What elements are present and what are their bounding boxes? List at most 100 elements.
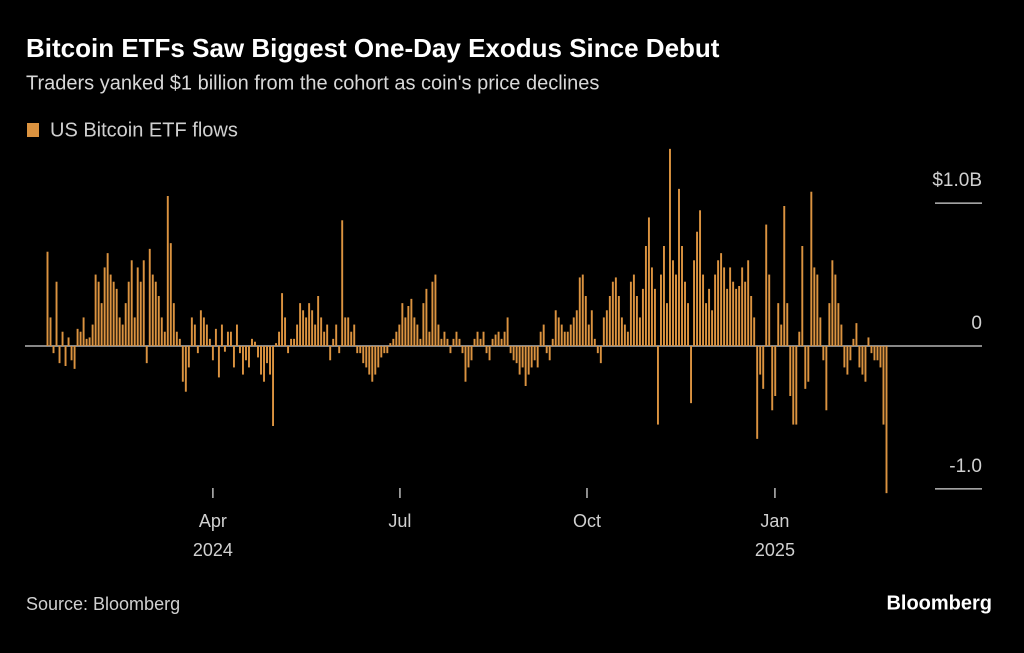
bar xyxy=(254,341,256,346)
bar xyxy=(413,317,416,346)
bar xyxy=(563,331,566,346)
bar xyxy=(278,331,281,346)
bar xyxy=(837,303,840,346)
x-tick-label: Oct xyxy=(573,511,601,531)
bar xyxy=(290,338,293,346)
bar xyxy=(503,331,506,346)
bar xyxy=(681,246,683,346)
bar xyxy=(750,296,753,346)
bar xyxy=(163,331,166,346)
bar xyxy=(584,296,587,346)
bar xyxy=(275,343,278,346)
bar xyxy=(356,346,359,354)
bar xyxy=(302,310,305,346)
bar xyxy=(410,298,413,346)
bar xyxy=(822,346,825,361)
bar xyxy=(560,324,563,346)
bar xyxy=(723,267,726,346)
bar xyxy=(518,346,521,375)
bar xyxy=(497,331,500,346)
bar xyxy=(458,338,461,346)
bar xyxy=(494,334,497,346)
bar xyxy=(61,331,64,346)
bar xyxy=(103,267,106,346)
bar xyxy=(813,267,816,346)
bar xyxy=(509,346,512,354)
bar xyxy=(299,303,302,346)
bar xyxy=(214,328,217,346)
bar xyxy=(732,281,735,346)
bar xyxy=(166,196,169,346)
bar xyxy=(533,346,536,361)
bar xyxy=(401,303,404,346)
bar xyxy=(876,346,879,361)
bar xyxy=(97,281,100,346)
bar xyxy=(121,324,124,346)
bar xyxy=(653,288,656,346)
bar xyxy=(124,303,127,346)
bar xyxy=(678,188,680,346)
bar xyxy=(819,317,822,346)
bar xyxy=(602,317,605,346)
bar xyxy=(347,317,350,346)
bar xyxy=(656,346,659,425)
bar xyxy=(425,288,428,346)
bar xyxy=(650,267,653,346)
bar xyxy=(885,346,888,494)
bar xyxy=(786,303,789,346)
bar xyxy=(783,206,786,346)
y-tick-label: $1.0B xyxy=(932,170,982,191)
bar xyxy=(211,346,214,361)
bar xyxy=(344,317,347,346)
bar xyxy=(774,346,777,396)
y-tick-label: 0 xyxy=(971,313,982,334)
bar xyxy=(554,310,557,346)
bar xyxy=(220,324,223,346)
bar xyxy=(816,274,819,346)
bar xyxy=(663,246,665,346)
bar xyxy=(76,328,79,346)
bar xyxy=(659,274,662,346)
bar xyxy=(404,317,407,346)
bar xyxy=(684,281,686,346)
bar xyxy=(251,338,253,346)
bar xyxy=(575,310,578,346)
bar xyxy=(235,324,238,346)
bar xyxy=(184,346,187,392)
x-tick-label: Jul xyxy=(388,511,411,531)
bar xyxy=(864,346,867,382)
bar xyxy=(284,317,287,346)
bar xyxy=(482,331,485,346)
bar xyxy=(160,317,163,346)
bar xyxy=(605,310,608,346)
bar xyxy=(217,346,220,378)
bar xyxy=(849,346,852,361)
bar xyxy=(870,346,873,354)
bar xyxy=(272,346,275,426)
bar xyxy=(109,274,112,346)
bar xyxy=(693,260,696,346)
bar xyxy=(476,331,479,346)
bar xyxy=(181,346,184,382)
bar xyxy=(753,317,756,346)
legend-swatch xyxy=(27,123,39,137)
chart-subtitle: Traders yanked $1 billion from the cohor… xyxy=(26,72,599,94)
bar xyxy=(620,317,623,346)
bar xyxy=(446,338,449,346)
bar xyxy=(377,346,380,368)
bar xyxy=(470,346,473,361)
bar xyxy=(452,338,455,346)
bar xyxy=(422,303,425,346)
bar xyxy=(557,317,560,346)
bar xyxy=(341,220,344,346)
bar xyxy=(70,346,73,361)
bar xyxy=(635,296,638,346)
bar xyxy=(708,288,711,346)
bar xyxy=(148,248,151,346)
bar xyxy=(611,281,614,346)
bar xyxy=(461,346,464,354)
bar xyxy=(380,346,383,358)
bar xyxy=(449,346,452,354)
bar xyxy=(798,331,801,346)
bar xyxy=(257,346,259,358)
